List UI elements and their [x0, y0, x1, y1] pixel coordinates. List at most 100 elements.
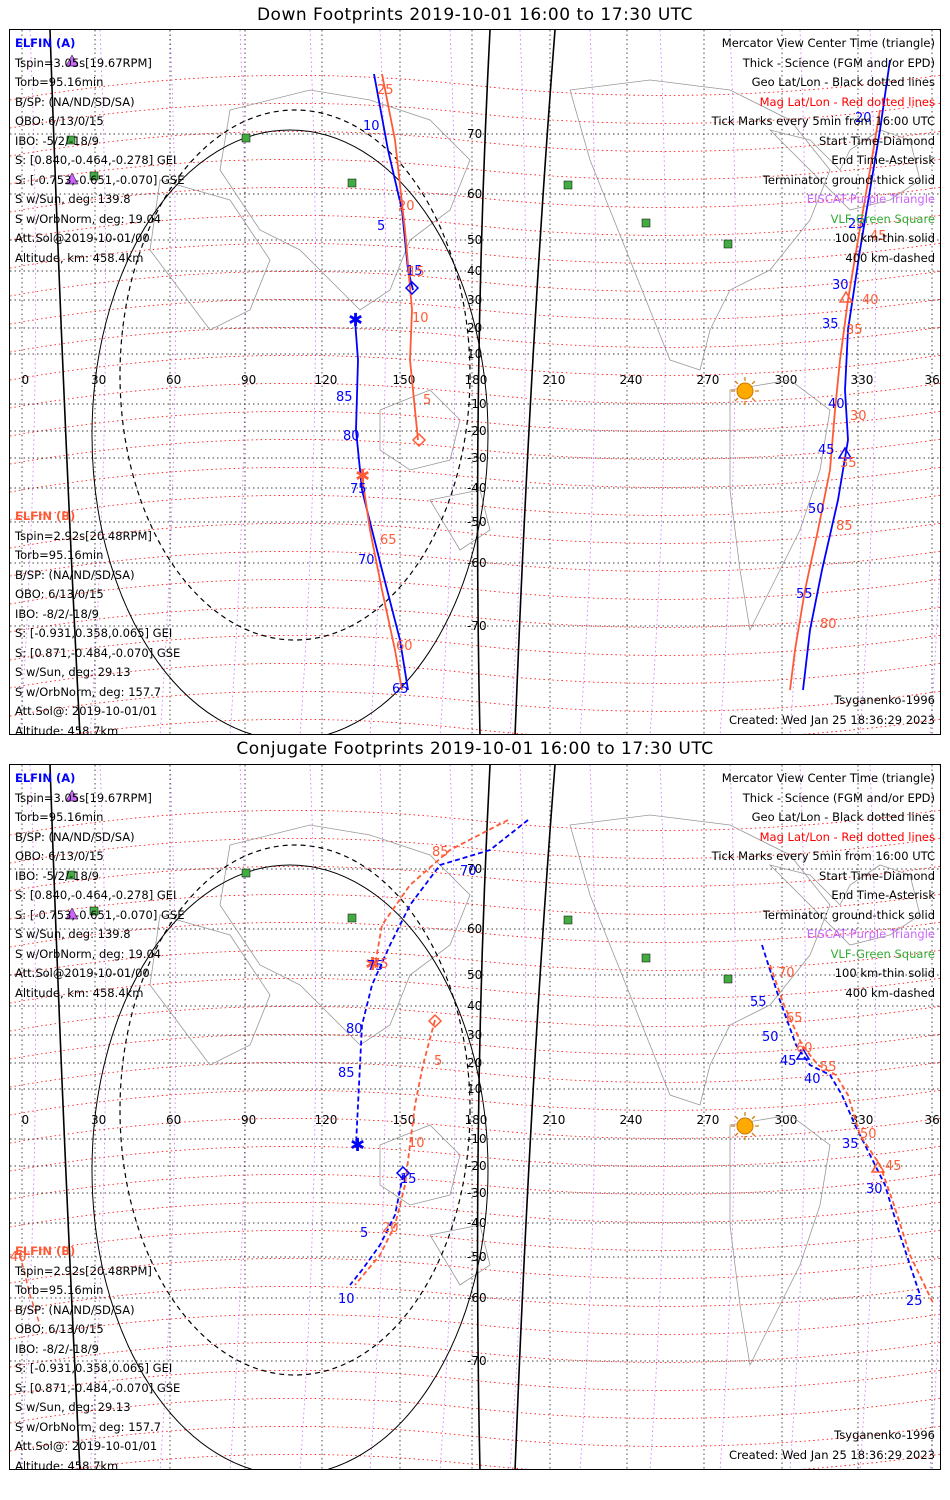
lon-tick-label: 270: [697, 1113, 720, 1127]
center-triangle: [837, 446, 853, 459]
elfin-a-track: [761, 944, 921, 1296]
elfin-a-info-conj: ELFIN (A) Tspin=3.05s[19.67RPM] Torb=95.…: [15, 769, 184, 1003]
legend-line: Mag Lat/Lon - Red dotted lines: [759, 94, 935, 109]
legend-conj: Mercator View Center Time (triangle) Thi…: [712, 769, 935, 1003]
terminator-ground: [49, 30, 81, 734]
info-line: S w/Sun, deg: 139.8: [15, 192, 131, 206]
legend-line: Start Time-Diamond: [819, 868, 935, 883]
info-line: Att.Sol@2019-10-01/00: [15, 966, 150, 980]
elfin-a-track: [355, 819, 529, 1146]
lon-tick-label: 330: [851, 373, 874, 387]
mag-lon-line: [159, 30, 177, 734]
info-line: OBO: 6/13/0/15: [15, 114, 104, 128]
end-asterisk: ✱: [348, 310, 363, 331]
mag-lon-line: [859, 765, 877, 1469]
legend-line: Geo Lat/Lon - Black dotted lines: [751, 810, 935, 824]
lon-tick-label: 150: [393, 373, 416, 387]
mag-lon-line: [649, 765, 667, 1469]
coastline: [768, 129, 921, 211]
info-line: IBO: -5/2/-18/9: [15, 868, 99, 883]
info-line: S: [-0.931,0.358,0.065] GEI: [15, 626, 173, 640]
lat-tick-label: -70: [467, 1354, 487, 1368]
map-panel-conjugate: 0306090120150180210240270300330360706050…: [9, 764, 941, 1470]
legend-line: 400 km-dashed: [845, 985, 935, 1000]
track-tick-label: 20: [382, 1221, 399, 1236]
track-tick-label: 55: [820, 1060, 837, 1075]
lon-tick-label: 60: [166, 373, 181, 387]
legend-line: Tick Marks every 5min from 16:00 UTC: [711, 849, 935, 863]
track-tick-label: 50: [762, 1030, 779, 1045]
legend-line: EISCAT-Purple Triangle: [806, 192, 935, 206]
terminator-ground: [514, 30, 556, 734]
elfin-b-name: ELFIN (B): [15, 1244, 76, 1258]
info-line: S w/Sun, deg: 29.13: [15, 665, 131, 679]
lat-tick-label: 60: [467, 187, 482, 201]
lat-tick-label: 20: [467, 1056, 482, 1070]
mag-lon-line: [439, 765, 457, 1469]
lat-tick-label: 40: [467, 999, 482, 1013]
lat-tick-label: -20: [467, 1159, 487, 1173]
lat-tick-label: 70: [467, 862, 482, 876]
mag-lon-line: [299, 765, 317, 1469]
panel-title-conjugate: Conjugate Footprints 2019-10-01 16:00 to…: [236, 739, 714, 759]
track-tick-label: 65: [786, 1011, 803, 1026]
legend-line: End Time-Asterisk: [831, 888, 935, 902]
vlf-station-square: [347, 178, 357, 188]
terminator-100km: [91, 129, 489, 734]
legend-line: 400 km-dashed: [845, 250, 935, 265]
mag-lon-line: [19, 30, 37, 734]
elfin-b-track: [361, 475, 403, 691]
track-tick-label: 45: [870, 229, 887, 244]
info-line: S: [0.840,-0.464,-0.278] GEI: [15, 888, 177, 902]
info-line: IBO: -8/2/-18/9: [15, 1341, 99, 1356]
elfin-b-track: [789, 109, 881, 691]
lat-tick-label: -70: [467, 619, 487, 633]
start-diamond: [404, 280, 420, 296]
vlf-station-square: [563, 180, 573, 190]
sun-ray: [751, 380, 756, 385]
lat-tick-label: 70: [467, 127, 482, 141]
info-line: S w/Sun, deg: 139.8: [15, 927, 131, 941]
terminator-400km: [119, 844, 471, 1376]
legend-line: End Time-Asterisk: [831, 153, 935, 167]
lat-tick-label: 50: [467, 233, 482, 247]
sun-ray: [734, 1115, 739, 1120]
track-tick-label: 35: [840, 456, 857, 471]
sun-icon: [736, 382, 754, 400]
info-line: Att.Sol@: 2019-10-01/01: [15, 1439, 158, 1453]
lon-tick-label: 30: [91, 373, 106, 387]
lon-tick-label: 210: [543, 1113, 566, 1127]
legend-line: 100 km-thin solid: [834, 966, 935, 980]
coastline: [379, 1124, 461, 1206]
info-line: Att.Sol@2019-10-01/00: [15, 231, 150, 245]
mag-lon-line: [579, 30, 597, 734]
lon-tick-label: 60: [166, 1113, 181, 1127]
track-tick-label: 10: [363, 119, 380, 134]
track-tick-label: 30: [832, 278, 849, 293]
track-tick-label: 80: [343, 429, 360, 444]
mag-lon-line: [509, 765, 527, 1469]
lat-tick-label: 30: [467, 293, 482, 307]
coastline: [569, 814, 831, 1106]
lat-tick-label: -60: [467, 1291, 487, 1305]
info-line: B/SP: (NA/ND/SD/SA): [15, 829, 135, 844]
track-tick-label: 85: [338, 1066, 355, 1081]
track-tick-label: 40: [862, 293, 879, 308]
lat-tick-label: -30: [467, 1186, 487, 1200]
coastline: [219, 824, 471, 1046]
info-line: S: [-0.753,-0.651,-0.070] GSE: [15, 907, 185, 922]
mag-lon-line: [789, 765, 807, 1469]
track-tick-label: 25: [848, 217, 865, 232]
lon-tick-label: 30: [91, 1113, 106, 1127]
track-tick-label: 85: [336, 390, 353, 405]
elfin-b-track: [354, 1019, 436, 1286]
created-label: Created: Wed Jan 25 18:36:29 2023: [728, 712, 935, 727]
start-diamond: [411, 432, 427, 448]
map-conj-svg: 0306090120150180210240270300330360706050…: [10, 765, 940, 1469]
mag-lon-line: [159, 765, 177, 1469]
info-line: Torb=95.16min: [15, 548, 104, 562]
track-tick-label: 50: [808, 502, 825, 517]
track-tick-label: 80: [820, 617, 837, 632]
track-tick-label: 40: [804, 1072, 821, 1087]
eiscat-triangle: [65, 172, 79, 185]
